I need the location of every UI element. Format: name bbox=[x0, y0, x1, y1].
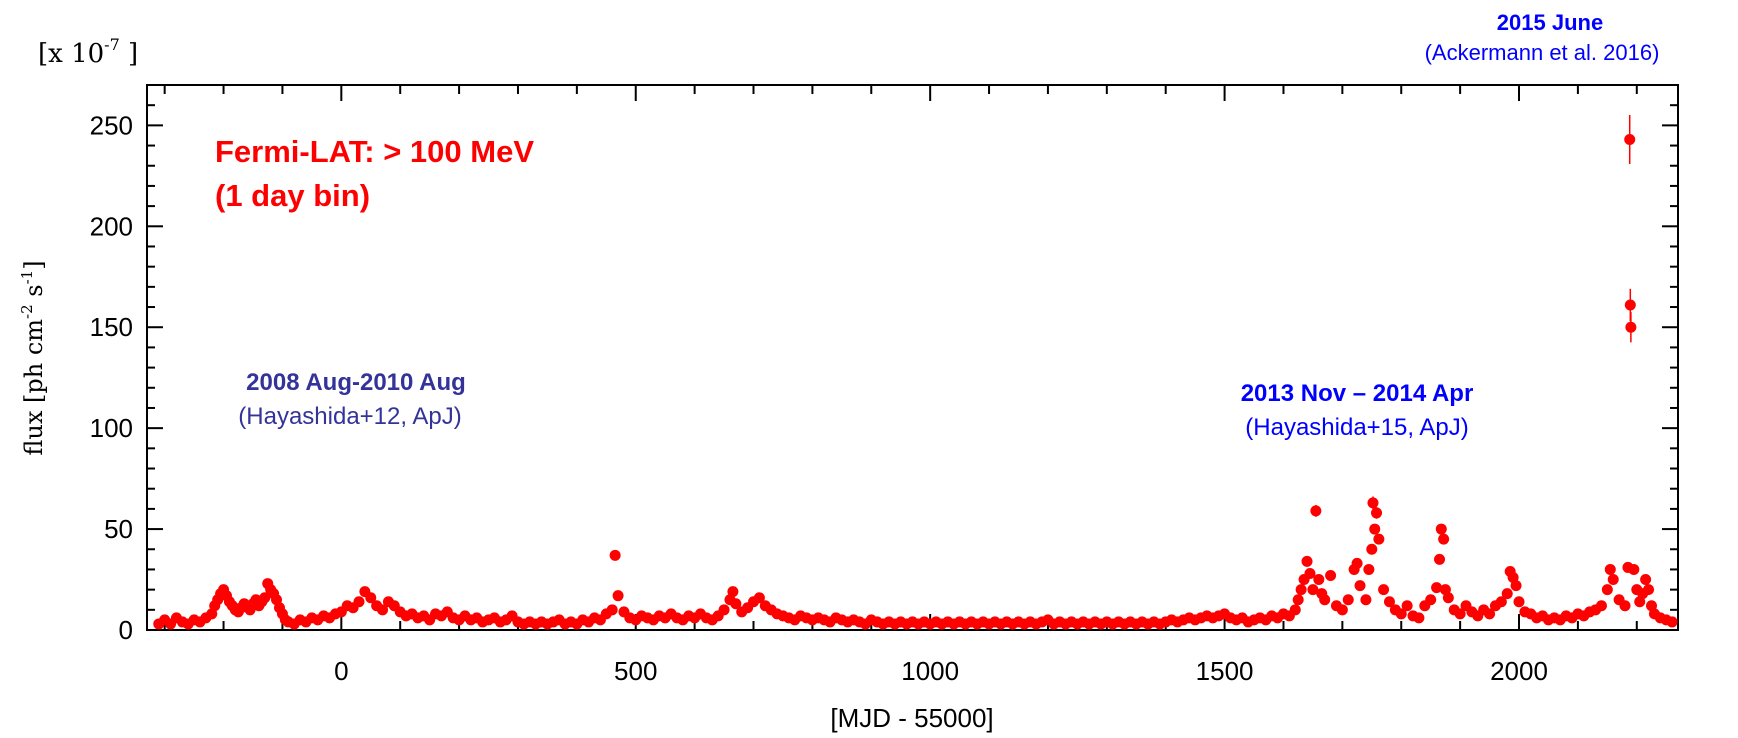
data-points bbox=[153, 114, 1678, 630]
data-point bbox=[1378, 584, 1390, 596]
data-point bbox=[1351, 557, 1363, 569]
data-point bbox=[1454, 608, 1466, 620]
era3-title: 2015 June bbox=[1497, 10, 1603, 35]
data-point bbox=[1628, 563, 1640, 575]
data-point bbox=[1373, 533, 1385, 545]
data-point bbox=[1442, 592, 1454, 604]
data-point bbox=[1604, 563, 1616, 575]
data-point bbox=[1624, 299, 1636, 311]
y-tick-label: 150 bbox=[90, 312, 133, 342]
data-point bbox=[1363, 563, 1375, 575]
x-axis-label: [MJD - 55000] bbox=[830, 703, 993, 733]
data-point bbox=[1607, 574, 1619, 586]
data-point bbox=[365, 592, 377, 604]
data-point bbox=[1371, 507, 1383, 519]
data-point bbox=[1640, 574, 1652, 586]
data-point bbox=[1313, 574, 1325, 586]
data-point bbox=[1438, 533, 1450, 545]
data-point bbox=[1624, 134, 1636, 145]
data-point bbox=[1619, 600, 1631, 612]
data-point bbox=[1395, 608, 1407, 620]
data-point bbox=[1401, 600, 1413, 612]
era2-title: 2013 Nov – 2014 Apr bbox=[1241, 380, 1474, 407]
data-point bbox=[377, 604, 389, 616]
data-point bbox=[1625, 321, 1637, 333]
data-point bbox=[1319, 594, 1331, 606]
data-point bbox=[1643, 584, 1655, 596]
data-point bbox=[1513, 596, 1525, 608]
data-point bbox=[1360, 594, 1372, 606]
y-tick-label: 250 bbox=[90, 110, 133, 140]
data-point bbox=[718, 604, 730, 616]
era2-reference: (Hayashida+15, ApJ) bbox=[1245, 414, 1468, 441]
fermi-label-line2: (1 day bin) bbox=[215, 178, 370, 213]
data-point bbox=[609, 549, 621, 561]
era3-reference: (Ackermann et al. 2016) bbox=[1425, 40, 1660, 65]
y-tick-label: 0 bbox=[119, 615, 133, 645]
data-point bbox=[1595, 600, 1607, 612]
data-point bbox=[1435, 523, 1447, 535]
data-point bbox=[1301, 555, 1313, 567]
data-point bbox=[1484, 608, 1496, 620]
data-point bbox=[259, 592, 271, 604]
data-point bbox=[1510, 580, 1522, 592]
y-tick-label: 100 bbox=[90, 413, 133, 443]
data-point bbox=[1325, 570, 1337, 581]
data-point bbox=[1434, 553, 1446, 565]
era1-title: 2008 Aug-2010 Aug bbox=[246, 369, 466, 396]
data-point bbox=[1307, 584, 1319, 596]
data-point bbox=[727, 586, 739, 598]
data-point bbox=[1366, 543, 1378, 555]
data-point bbox=[1292, 594, 1304, 606]
data-point bbox=[753, 592, 765, 604]
y-tick-label: 200 bbox=[90, 211, 133, 241]
data-point bbox=[353, 596, 365, 608]
axis-ticks bbox=[147, 84, 1678, 631]
data-point bbox=[1413, 612, 1425, 624]
data-point bbox=[1501, 588, 1513, 600]
data-point bbox=[612, 590, 624, 602]
x-tick-label: 1000 bbox=[901, 656, 959, 686]
data-point bbox=[1601, 584, 1613, 596]
data-point bbox=[1310, 505, 1322, 517]
data-point bbox=[1354, 580, 1366, 592]
data-point bbox=[1304, 567, 1316, 579]
x-tick-label: 1500 bbox=[1196, 656, 1254, 686]
axis-tick-labels: 0 500 1000 1500 2000 0 50 100 150 200 250 bbox=[90, 110, 1548, 686]
data-point bbox=[1336, 604, 1348, 616]
data-point bbox=[1342, 594, 1354, 606]
data-point bbox=[1295, 584, 1307, 596]
data-point bbox=[1289, 604, 1301, 616]
data-point bbox=[1367, 497, 1379, 509]
y-axis-label: flux [ph cm-2 s-1] bbox=[18, 260, 48, 455]
data-point bbox=[1666, 616, 1678, 628]
data-point bbox=[1425, 594, 1437, 606]
data-point bbox=[606, 604, 618, 616]
data-point bbox=[730, 598, 742, 610]
scale-label: [x 10-7 ] bbox=[38, 35, 138, 69]
x-tick-label: 2000 bbox=[1490, 656, 1548, 686]
data-point bbox=[1495, 596, 1507, 608]
y-tick-label: 50 bbox=[104, 514, 133, 544]
fermi-label-line1: Fermi-LAT: > 100 MeV bbox=[215, 134, 534, 169]
data-point bbox=[1431, 582, 1443, 594]
data-point bbox=[1383, 596, 1395, 608]
x-tick-label: 500 bbox=[614, 656, 657, 686]
era1-reference: (Hayashida+12, ApJ) bbox=[238, 403, 461, 430]
x-tick-label: 0 bbox=[334, 656, 348, 686]
data-point bbox=[1369, 523, 1381, 535]
plot-frame bbox=[146, 84, 1679, 631]
